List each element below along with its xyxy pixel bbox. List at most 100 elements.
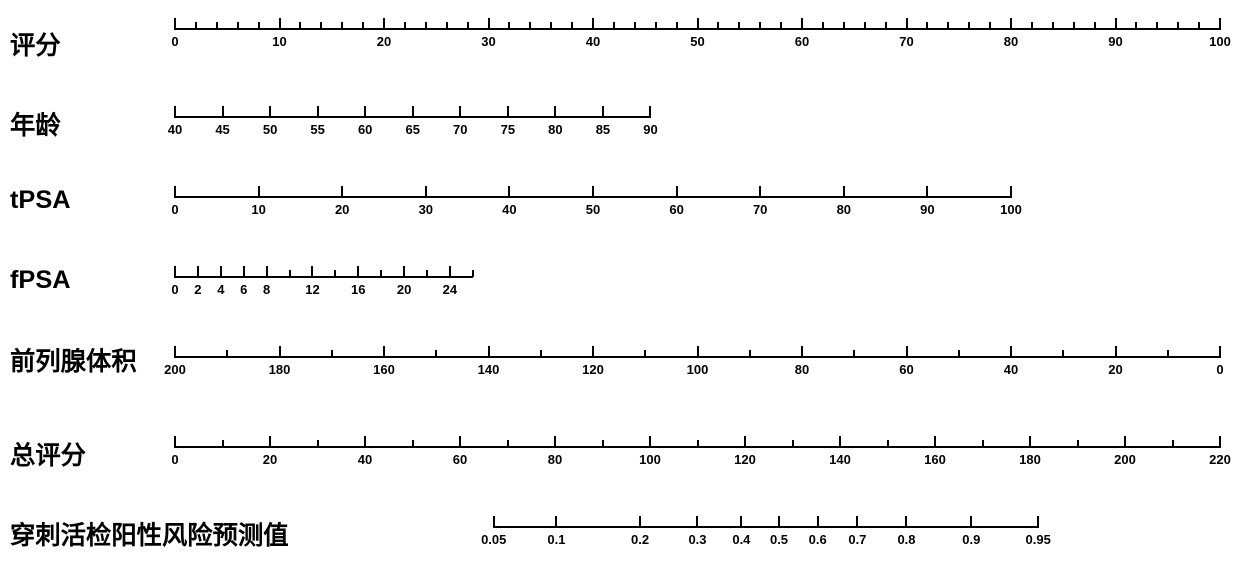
tick-minor [529,22,531,29]
tick-label: 180 [1019,452,1041,467]
axis-fpsa: 0246812162024 [175,266,473,306]
tick-major [592,186,594,198]
tick-minor [853,350,855,357]
tick-major [258,186,260,198]
tick-major [507,106,509,118]
tick-label: 80 [795,362,809,377]
tick-major [1219,18,1221,30]
tick-minor [425,22,427,29]
tick-major [554,436,556,448]
tick-major [403,266,405,278]
axis-risk: 0.050.10.20.30.40.50.60.70.80.90.95 [494,516,1038,556]
tick-label: 160 [373,362,395,377]
tick-label: 50 [690,34,704,49]
tick-major [602,106,604,118]
tick-minor [1052,22,1054,29]
tick-major [970,516,972,528]
tick-label: 16 [351,282,365,297]
tick-minor [380,270,382,277]
tick-label: 70 [899,34,913,49]
tick-major [676,186,678,198]
nomogram-chart: 评分0102030405060708090100年龄40455055606570… [0,0,1239,574]
tick-label: 90 [1108,34,1122,49]
tick-label: 0.2 [631,532,649,547]
tick-minor [195,22,197,29]
tick-label: 60 [669,202,683,217]
tick-label: 0.1 [547,532,565,547]
tick-label: 4 [217,282,224,297]
tick-label: 90 [920,202,934,217]
tick-major [1219,346,1221,358]
tick-minor [676,22,678,29]
tick-major [697,18,699,30]
tick-major [740,516,742,528]
tick-label: 40 [502,202,516,217]
tick-label: 20 [1108,362,1122,377]
tick-minor [540,350,542,357]
tick-major [1037,516,1039,528]
tick-minor [435,350,437,357]
tick-label: 0.8 [897,532,915,547]
tick-minor [334,270,336,277]
tick-minor [644,350,646,357]
tick-minor [550,22,552,29]
axis-age: 4045505560657075808590 [175,106,650,146]
tick-minor [237,22,239,29]
tick-label: 0 [1216,362,1223,377]
tick-minor [331,350,333,357]
tick-label: 0.5 [770,532,788,547]
tick-major [357,266,359,278]
tick-label: 0 [171,282,178,297]
tick-major [696,516,698,528]
tick-minor [958,350,960,357]
tick-minor [1167,350,1169,357]
tick-major [1124,436,1126,448]
tick-major [817,516,819,528]
tick-major [317,106,319,118]
tick-minor [738,22,740,29]
tick-label: 30 [481,34,495,49]
tick-minor [947,22,949,29]
tick-major [174,106,176,118]
tick-minor [299,22,301,29]
tick-major [759,186,761,198]
label-prostate_volume: 前列腺体积 [10,342,137,378]
tick-major [311,266,313,278]
label-points: 评分 [10,26,61,62]
tick-major [383,18,385,30]
tick-major [449,266,451,278]
tick-major [778,516,780,528]
tick-label: 90 [643,122,657,137]
tick-label: 0.3 [688,532,706,547]
tick-minor [792,440,794,447]
tick-label: 180 [269,362,291,377]
tick-major [592,346,594,358]
tick-major [839,436,841,448]
tick-minor [222,440,224,447]
tick-label: 0 [171,202,178,217]
axis-points: 0102030405060708090100 [175,18,1220,58]
tick-minor [982,440,984,447]
label-risk: 穿刺活检阳性风险预测值 [10,516,289,552]
tick-minor [864,22,866,29]
tick-minor [1172,440,1174,447]
tick-major [269,436,271,448]
label-tpsa: tPSA [10,186,71,215]
tick-minor [926,22,928,29]
tick-major [364,106,366,118]
tick-minor [887,440,889,447]
tick-label: 60 [453,452,467,467]
tick-minor [759,22,761,29]
tick-label: 200 [164,362,186,377]
tick-label: 40 [168,122,182,137]
tick-major [1010,346,1012,358]
tick-major [697,346,699,358]
tick-major [801,18,803,30]
tick-label: 0.4 [732,532,750,547]
tick-minor [426,270,428,277]
tick-major [592,18,594,30]
tick-minor [341,22,343,29]
tick-label: 60 [899,362,913,377]
tick-label: 65 [406,122,420,137]
label-total_points: 总评分 [10,436,86,472]
